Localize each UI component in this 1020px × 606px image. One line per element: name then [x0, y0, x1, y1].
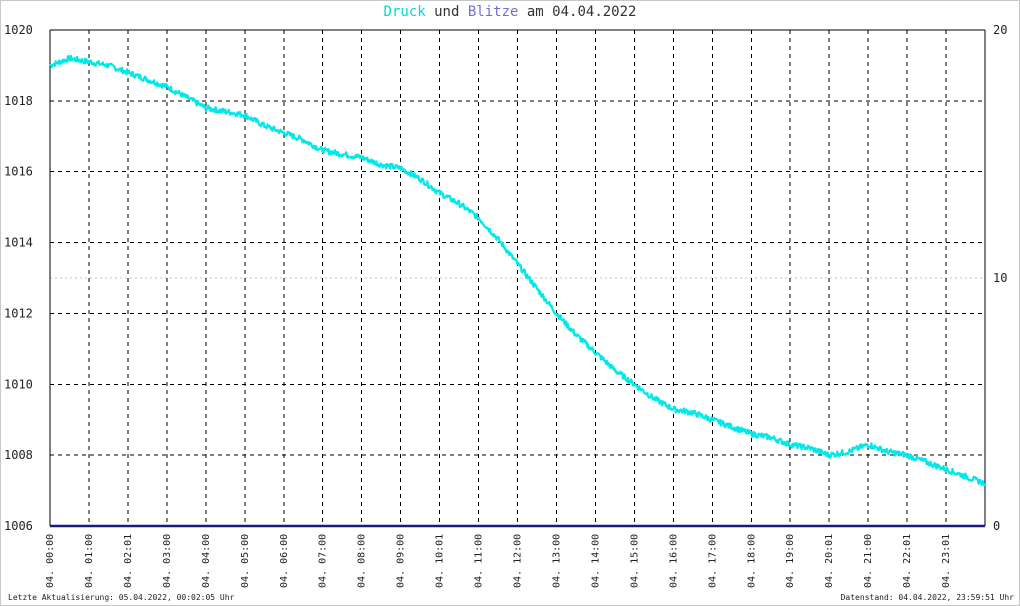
x-tick-label: 04. 01:00 [84, 534, 95, 588]
x-tick-label: 04. 06:00 [279, 534, 290, 588]
footer-last-update: Letzte Aktualisierung: 05.04.2022, 00:02… [8, 593, 235, 602]
y-tick-label-left: 1006 [4, 519, 33, 533]
y-tick-label-right: 0 [993, 519, 1000, 533]
x-tick-label: 04. 16:00 [668, 534, 679, 588]
y-tick-label-left: 1016 [4, 165, 33, 179]
x-tick-label: 04. 10:01 [435, 534, 446, 588]
chart-title: Druck und Blitze am 04.04.2022 [0, 4, 1020, 20]
y-ticks-right: 20 10 0 [993, 23, 1007, 533]
title-druck: Druck [383, 4, 426, 20]
axes [49, 29, 986, 526]
y-tick-label-left: 1018 [4, 94, 33, 108]
x-tick-label: 04. 23:01 [941, 534, 952, 588]
x-tick-label: 04. 22:01 [902, 534, 913, 588]
x-tick-label: 04. 17:00 [707, 534, 718, 588]
y-ticks-left: 1020 1018 1016 1014 1012 1010 1008 1006 [4, 23, 33, 533]
y-tick-label-left: 1020 [4, 23, 33, 37]
footer-data-status: Datenstand: 04.04.2022, 23:59:51 Uhr [840, 593, 1014, 602]
x-tick-label: 04. 21:00 [863, 534, 874, 588]
x-tick-label: 04. 07:00 [318, 534, 329, 588]
x-tick-label: 04. 08:00 [357, 534, 368, 588]
x-tick-label: 04. 11:00 [474, 534, 485, 588]
y-tick-label-left: 1010 [4, 377, 33, 391]
x-tick-label: 04. 12:00 [513, 534, 524, 588]
grid [50, 30, 985, 526]
x-tick-label: 04. 18:00 [746, 534, 757, 588]
x-tick-label: 04. 09:00 [396, 534, 407, 588]
x-tick-label: 04. 05:00 [240, 534, 251, 588]
series-group [49, 54, 987, 528]
x-ticks: 04. 00:00 04. 01:00 04. 02:01 04. 03:00 04. … [45, 534, 952, 588]
x-tick-label: 04. 14:00 [590, 534, 601, 588]
x-tick-label: 04. 00:00 [45, 534, 56, 588]
x-tick-label: 04. 02:01 [123, 534, 134, 588]
y-tick-label-right: 20 [993, 23, 1007, 37]
title-am: am [526, 4, 544, 20]
y-tick-label-left: 1014 [4, 236, 33, 250]
x-tick-label: 04. 15:00 [629, 534, 640, 588]
title-und: und [434, 4, 460, 20]
x-tick-label: 04. 04:00 [201, 534, 212, 588]
title-date: 04.04.2022 [552, 4, 637, 20]
title-blitze: Blitze [467, 4, 519, 20]
x-tick-label: 04. 03:00 [162, 534, 173, 588]
x-tick-label: 04. 19:00 [785, 534, 796, 588]
y-tick-label-right: 10 [993, 271, 1007, 285]
series-line-druck [49, 54, 987, 487]
y-tick-label-left: 1008 [4, 448, 33, 462]
y-tick-label-left: 1012 [4, 306, 33, 320]
x-tick-label: 04. 20:01 [824, 534, 835, 588]
x-tick-label: 04. 13:00 [551, 534, 562, 588]
